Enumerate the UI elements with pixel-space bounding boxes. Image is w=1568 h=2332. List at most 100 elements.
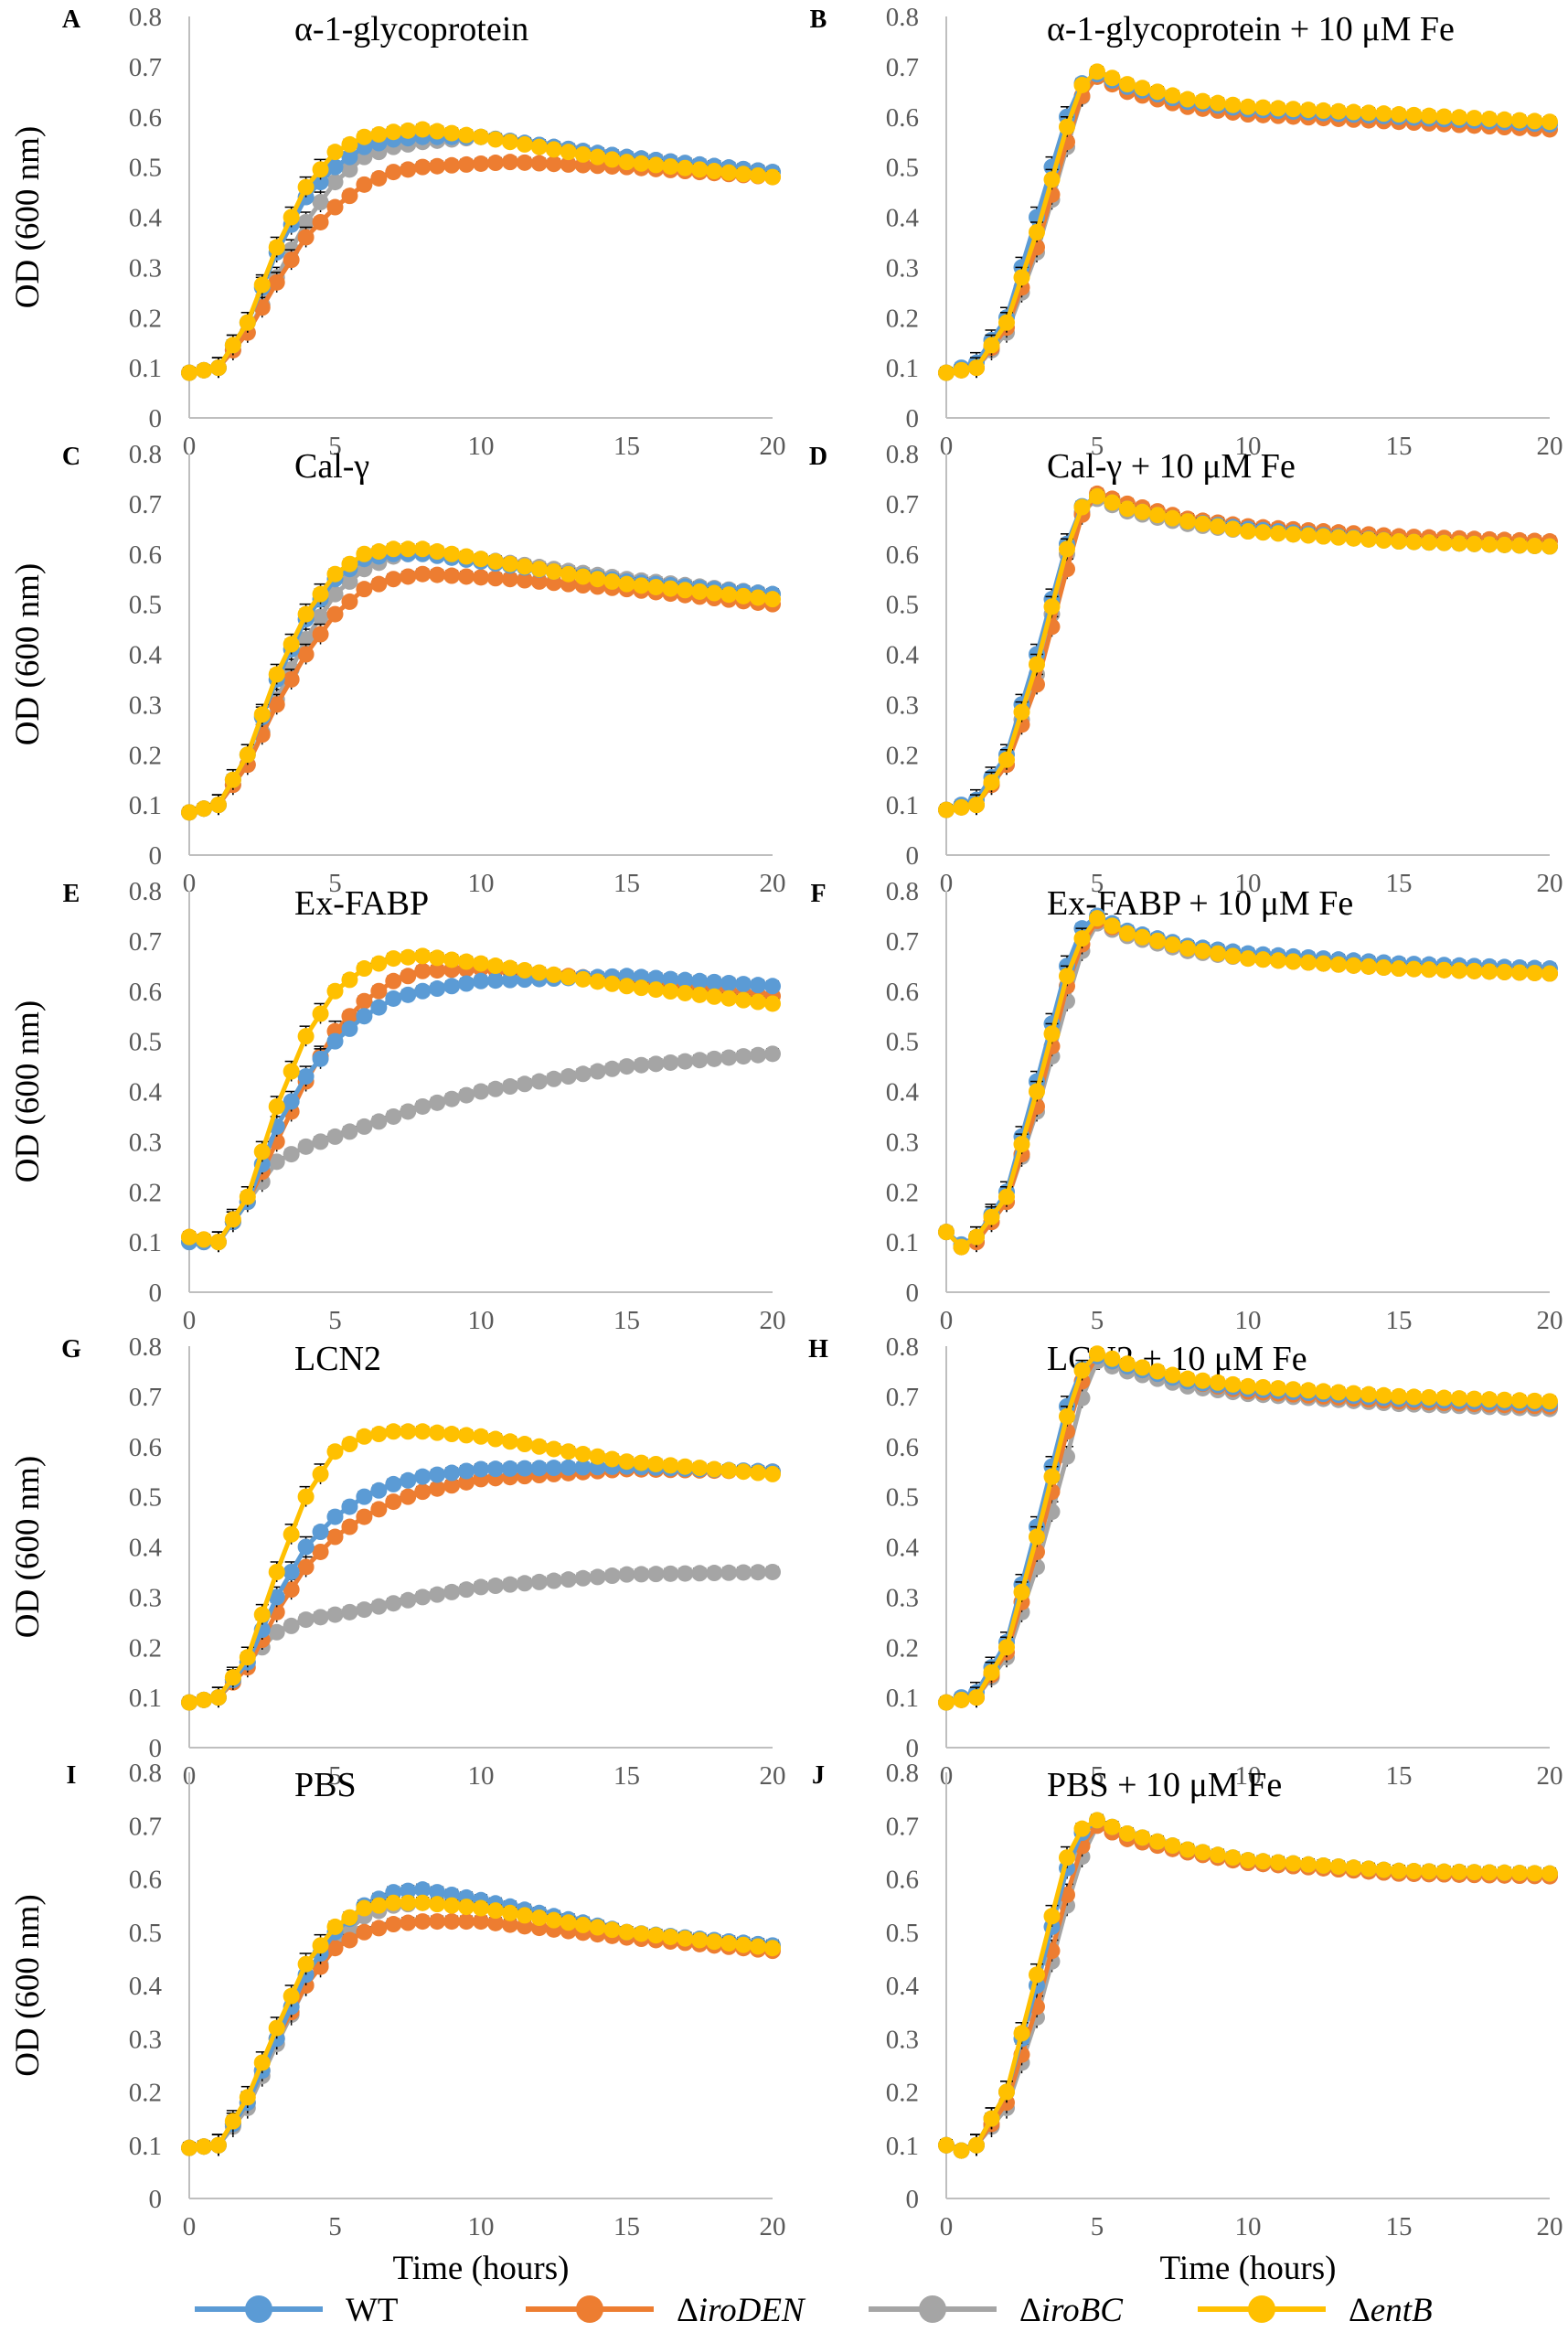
data-point xyxy=(764,168,781,186)
data-point xyxy=(1360,1385,1377,1403)
data-point xyxy=(1224,947,1242,965)
data-point xyxy=(691,1460,709,1477)
y-tick-label: 0.4 xyxy=(886,1534,920,1563)
panel-title: LCN2 xyxy=(294,1340,381,1378)
data-point xyxy=(283,209,300,226)
data-point xyxy=(443,545,461,562)
data-point xyxy=(268,2019,285,2037)
data-point xyxy=(458,568,475,585)
x-tick-label: 5 xyxy=(328,2212,342,2241)
data-point xyxy=(326,1606,344,1623)
data-point xyxy=(1240,1377,1256,1395)
data-point xyxy=(633,1925,650,1942)
data-point xyxy=(458,953,475,970)
data-point xyxy=(429,157,446,175)
data-point xyxy=(341,1436,358,1453)
y-tick-label: 0 xyxy=(149,1278,163,1308)
data-point xyxy=(501,134,518,151)
x-tick-label: 10 xyxy=(468,869,495,898)
data-point xyxy=(385,1595,402,1612)
data-point xyxy=(998,1188,1015,1205)
data-point xyxy=(356,1008,373,1025)
data-point xyxy=(1119,925,1136,942)
data-point xyxy=(283,670,300,688)
y-tick-label: 0.7 xyxy=(129,1812,162,1841)
data-point xyxy=(764,591,781,608)
x-tick-label: 5 xyxy=(1091,869,1104,898)
data-point xyxy=(516,1907,533,1924)
data-point xyxy=(356,581,373,598)
data-point xyxy=(486,155,504,172)
data-point xyxy=(297,1558,315,1576)
data-point xyxy=(429,1896,446,1913)
data-point xyxy=(429,123,446,140)
data-point xyxy=(312,626,329,643)
panel-title: PBS + 10 μM Fe xyxy=(1047,1766,1282,1804)
data-point xyxy=(720,1564,738,1581)
data-point xyxy=(283,1525,300,1543)
data-point xyxy=(953,1238,970,1256)
data-point xyxy=(443,978,461,995)
data-point xyxy=(1391,106,1407,123)
x-tick-label: 15 xyxy=(1386,432,1413,461)
data-point xyxy=(341,161,358,178)
x-tick-label: 5 xyxy=(328,1306,342,1335)
data-point xyxy=(501,1904,518,1921)
data-point xyxy=(735,1048,752,1065)
data-point xyxy=(414,982,432,1000)
data-point xyxy=(662,1928,679,1945)
data-point xyxy=(297,178,315,196)
y-tick-label: 0.4 xyxy=(129,1972,163,2001)
data-point xyxy=(677,159,694,177)
data-point xyxy=(253,299,271,316)
data-point xyxy=(706,988,723,1005)
data-point xyxy=(473,569,489,586)
x-tick-label: 20 xyxy=(760,2212,786,2241)
data-point xyxy=(400,968,417,985)
data-point xyxy=(356,1488,373,1505)
data-point xyxy=(1451,1390,1467,1407)
x-tick-label: 0 xyxy=(940,1306,954,1335)
data-point xyxy=(458,1427,475,1444)
data-point xyxy=(633,1566,650,1583)
y-tick-label: 0.7 xyxy=(129,53,162,82)
data-point xyxy=(998,314,1015,331)
data-point xyxy=(414,540,432,558)
y-tick-label: 0.7 xyxy=(886,927,919,957)
data-point xyxy=(414,1483,432,1501)
data-point xyxy=(1451,109,1467,126)
data-point xyxy=(181,1694,197,1711)
data-point xyxy=(1466,535,1483,552)
data-point xyxy=(458,1581,475,1599)
y-tick-label: 0.5 xyxy=(886,1483,919,1513)
data-point xyxy=(326,158,344,176)
data-point xyxy=(720,1934,738,1952)
data-point xyxy=(953,361,970,379)
panel-letter: A xyxy=(62,5,81,34)
data-point xyxy=(1164,509,1181,527)
data-point xyxy=(414,565,432,583)
y-tick-label: 0.8 xyxy=(886,3,919,32)
data-point xyxy=(998,751,1015,768)
data-point xyxy=(473,1578,489,1596)
y-tick-label: 0.2 xyxy=(129,304,162,333)
data-point xyxy=(574,1916,592,1933)
data-point xyxy=(224,771,241,788)
data-point xyxy=(356,1118,373,1135)
y-tick-label: 0.8 xyxy=(129,1332,162,1362)
panel-title: α-1-glycoprotein xyxy=(294,10,528,48)
y-tick-label: 0.4 xyxy=(129,204,163,233)
data-point xyxy=(530,1438,548,1455)
data-point xyxy=(735,1463,752,1481)
data-point xyxy=(326,174,344,191)
data-point xyxy=(589,1448,606,1465)
data-point xyxy=(356,128,373,145)
data-point xyxy=(356,1923,373,1941)
data-point xyxy=(283,1093,300,1110)
data-point xyxy=(530,1460,548,1477)
data-point xyxy=(750,589,767,606)
data-point xyxy=(283,636,300,653)
data-point xyxy=(414,962,432,979)
data-point xyxy=(501,1078,518,1096)
data-point xyxy=(1541,538,1558,555)
